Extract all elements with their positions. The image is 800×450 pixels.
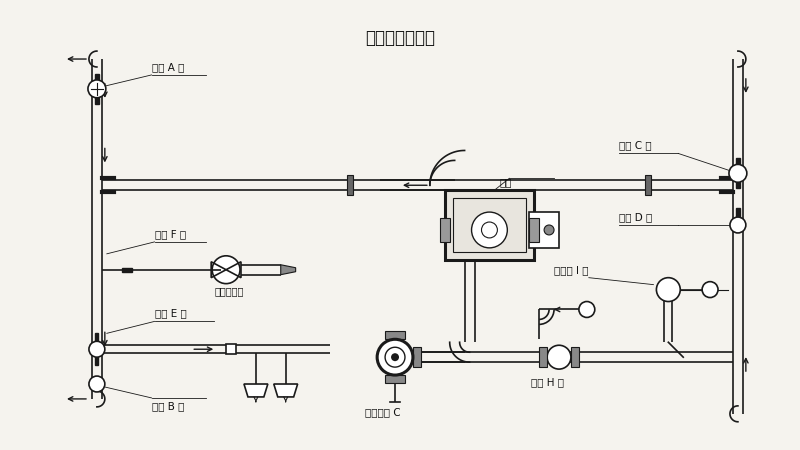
Circle shape — [702, 282, 718, 297]
Polygon shape — [274, 384, 298, 397]
Circle shape — [579, 302, 594, 317]
Bar — [226, 344, 236, 354]
Bar — [347, 176, 354, 195]
Text: 水泵: 水泵 — [499, 177, 512, 187]
Circle shape — [377, 339, 413, 375]
Bar — [385, 331, 405, 339]
Text: 球阀 E 开: 球阀 E 开 — [154, 308, 186, 319]
Bar — [95, 74, 99, 84]
Bar — [539, 347, 547, 367]
Bar — [95, 357, 98, 365]
Bar — [385, 375, 405, 383]
Bar — [736, 178, 740, 188]
Polygon shape — [281, 265, 296, 274]
Text: 消防栓 I 关: 消防栓 I 关 — [554, 265, 589, 274]
Bar — [453, 198, 526, 252]
Bar — [95, 333, 98, 341]
Circle shape — [471, 212, 507, 248]
Circle shape — [89, 341, 105, 357]
Circle shape — [89, 376, 105, 392]
Bar — [736, 208, 740, 218]
Circle shape — [730, 217, 746, 233]
Bar — [529, 212, 559, 248]
Bar — [95, 94, 99, 104]
Text: 球阀 H 关: 球阀 H 关 — [531, 377, 564, 387]
Text: 三通球阀 C: 三通球阀 C — [366, 407, 401, 417]
Circle shape — [544, 225, 554, 235]
Circle shape — [391, 353, 399, 361]
Circle shape — [88, 80, 106, 98]
Bar — [646, 176, 651, 195]
Polygon shape — [244, 384, 268, 397]
Bar — [440, 218, 450, 242]
Text: 球阀 D 开: 球阀 D 开 — [618, 212, 652, 222]
Bar — [736, 158, 740, 168]
Text: 洒水、浇灌花木: 洒水、浇灌花木 — [365, 29, 435, 47]
Circle shape — [729, 164, 747, 182]
Text: 球阀 F 关: 球阀 F 关 — [154, 229, 186, 239]
Circle shape — [547, 345, 571, 369]
Text: 球阀 B 开: 球阀 B 开 — [151, 401, 184, 411]
Text: 球阀 C 开: 球阀 C 开 — [618, 140, 651, 150]
Bar — [445, 190, 534, 260]
Circle shape — [212, 256, 240, 284]
Circle shape — [657, 278, 680, 302]
Bar — [413, 347, 421, 367]
Bar — [571, 347, 579, 367]
Text: 洒水炮出口: 洒水炮出口 — [214, 287, 244, 297]
Bar — [529, 218, 539, 242]
Text: 球阀 A 开: 球阀 A 开 — [151, 62, 184, 72]
Bar — [122, 268, 132, 272]
